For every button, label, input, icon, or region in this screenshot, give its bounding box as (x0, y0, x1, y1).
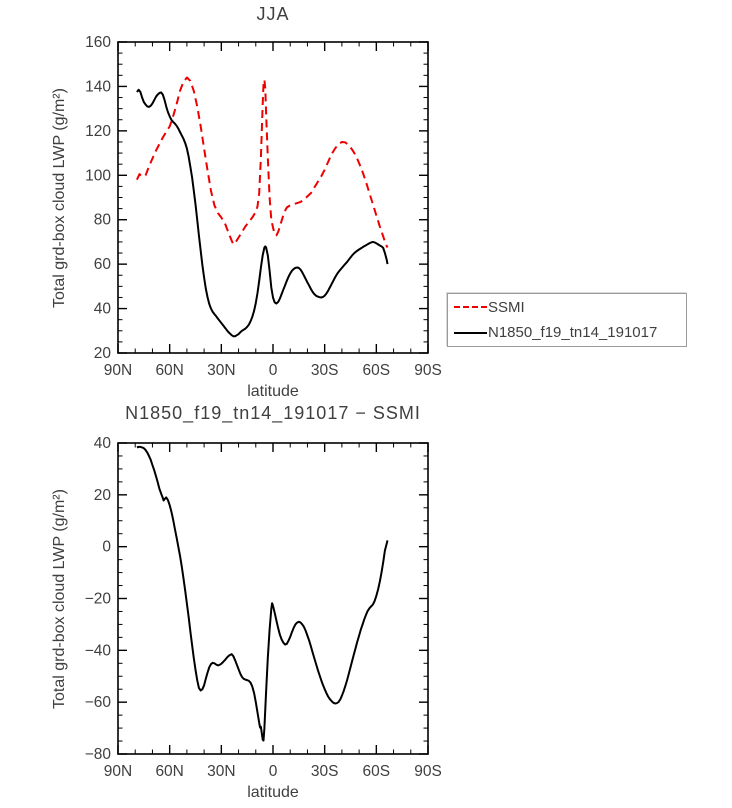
svg-text:90N: 90N (104, 763, 132, 780)
bottom-plot-title: N1850_f19_tn14_191017 − SSMI (125, 403, 421, 423)
svg-text:0: 0 (102, 539, 111, 556)
svg-text:30N: 30N (207, 362, 235, 379)
svg-text:140: 140 (85, 78, 111, 95)
svg-text:120: 120 (85, 123, 111, 140)
legend-entry-ssmi: SSMI (448, 295, 686, 319)
bottom-plot-xlabel: latitude (247, 784, 299, 801)
svg-text:60S: 60S (363, 763, 391, 780)
bottom-plot-ylabel: Total grd-box cloud LWP (g/m²) (51, 489, 68, 709)
svg-text:60N: 60N (155, 763, 183, 780)
bottom-plot-series-0 (136, 445, 389, 742)
top-plot-xlabel: latitude (247, 383, 299, 400)
svg-text:0: 0 (269, 362, 278, 379)
svg-text:30S: 30S (311, 763, 339, 780)
legend-label-ssmi: SSMI (488, 298, 525, 316)
svg-text:−20: −20 (85, 591, 112, 608)
bottom-plot-axes: 90N 60N 30N 0 30S 60S 90S −80 −60 −40 −20 0 20 40 (85, 435, 442, 780)
svg-text:−60: −60 (85, 694, 112, 711)
svg-text:90N: 90N (104, 362, 132, 379)
svg-text:30N: 30N (207, 763, 235, 780)
svg-text:90S: 90S (414, 362, 442, 379)
legend: SSMI N1850_f19_tn14_191017 (447, 293, 687, 347)
svg-text:160: 160 (85, 34, 111, 51)
svg-text:20: 20 (94, 345, 112, 362)
top-plot-ylabel: Total grd-box cloud LWP (g/m²) (51, 88, 68, 308)
svg-text:90S: 90S (414, 763, 442, 780)
svg-text:20: 20 (94, 487, 112, 504)
top-plot-series-0 (135, 76, 389, 248)
svg-text:−40: −40 (85, 642, 112, 659)
svg-text:60S: 60S (363, 362, 391, 379)
svg-text:40: 40 (94, 301, 112, 318)
svg-text:60: 60 (94, 256, 112, 273)
svg-text:80: 80 (94, 212, 112, 229)
top-plot-title: JJA (256, 4, 290, 24)
svg-text:40: 40 (94, 435, 112, 452)
svg-text:100: 100 (85, 167, 111, 184)
legend-entry-model: N1850_f19_tn14_191017 (448, 321, 686, 345)
svg-text:0: 0 (269, 763, 278, 780)
svg-text:60N: 60N (155, 362, 183, 379)
legend-label-model: N1850_f19_tn14_191017 (488, 324, 658, 342)
svg-text:−80: −80 (85, 746, 112, 763)
model-solid-line-swatch (454, 331, 487, 334)
svg-text:30S: 30S (311, 362, 339, 379)
ssmi-dashed-line-swatch (454, 306, 487, 309)
top-plot-axes: 90N 60N 30N 0 30S 60S 90S 20 40 60 80 100 120 140 160 (85, 34, 442, 379)
top-plot-series-1 (136, 88, 389, 338)
